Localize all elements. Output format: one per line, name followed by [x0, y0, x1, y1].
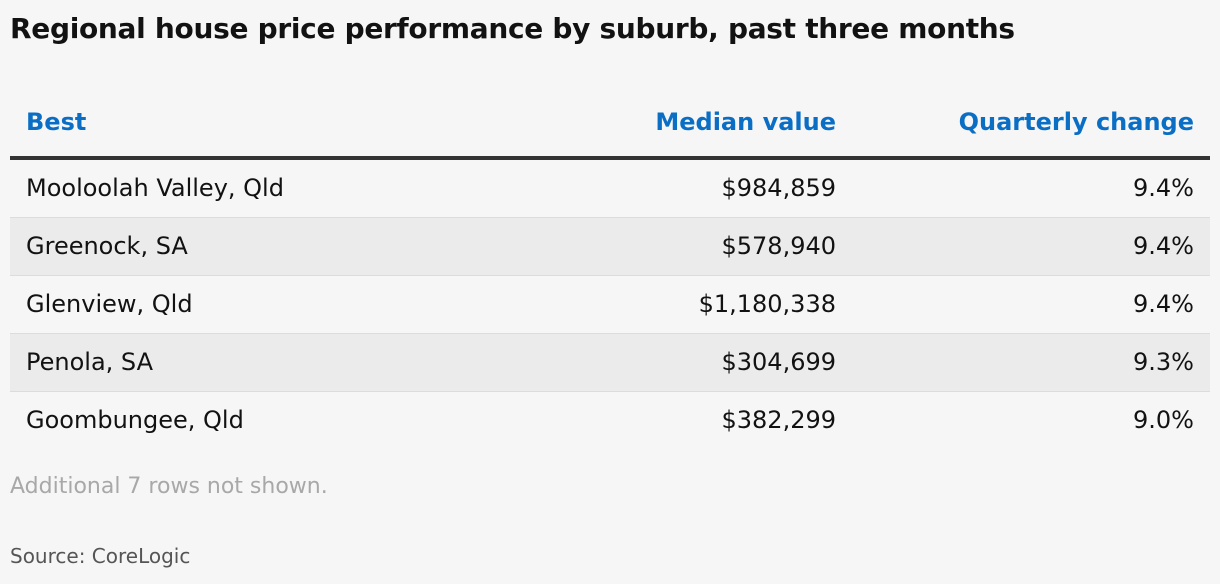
column-header-quarterly-change: Quarterly change: [958, 108, 1194, 136]
table-row: Mooloolah Valley, Qld $984,859 9.4%: [10, 160, 1210, 218]
table-row: Glenview, Qld $1,180,338 9.4%: [10, 276, 1210, 334]
cell-quarterly-change: 9.4%: [1133, 290, 1194, 318]
column-header-best: Best: [26, 108, 87, 136]
table-header-row: Best Median value Quarterly change: [10, 98, 1210, 160]
cell-quarterly-change: 9.4%: [1133, 232, 1194, 260]
cell-suburb: Glenview, Qld: [26, 290, 193, 318]
cell-suburb: Mooloolah Valley, Qld: [26, 174, 284, 202]
cell-suburb: Goombungee, Qld: [26, 406, 244, 434]
cell-quarterly-change: 9.3%: [1133, 348, 1194, 376]
cell-suburb: Penola, SA: [26, 348, 154, 376]
cell-median-value: $1,180,338: [698, 290, 836, 318]
cell-quarterly-change: 9.4%: [1133, 174, 1194, 202]
cell-median-value: $382,299: [721, 406, 836, 434]
cell-median-value: $578,940: [721, 232, 836, 260]
table-row: Greenock, SA $578,940 9.4%: [10, 218, 1210, 276]
source-credit: Source: CoreLogic: [10, 544, 191, 568]
table-row: Penola, SA $304,699 9.3%: [10, 334, 1210, 392]
cell-median-value: $984,859: [721, 174, 836, 202]
data-table: Best Median value Quarterly change Moolo…: [10, 98, 1210, 450]
cell-quarterly-change: 9.0%: [1133, 406, 1194, 434]
cell-suburb: Greenock, SA: [26, 232, 188, 260]
table-row: Goombungee, Qld $382,299 9.0%: [10, 392, 1210, 450]
column-header-median-value: Median value: [655, 108, 836, 136]
rows-hidden-note: Additional 7 rows not shown.: [10, 474, 328, 499]
cell-median-value: $304,699: [721, 348, 836, 376]
chart-title: Regional house price performance by subu…: [10, 12, 1015, 45]
